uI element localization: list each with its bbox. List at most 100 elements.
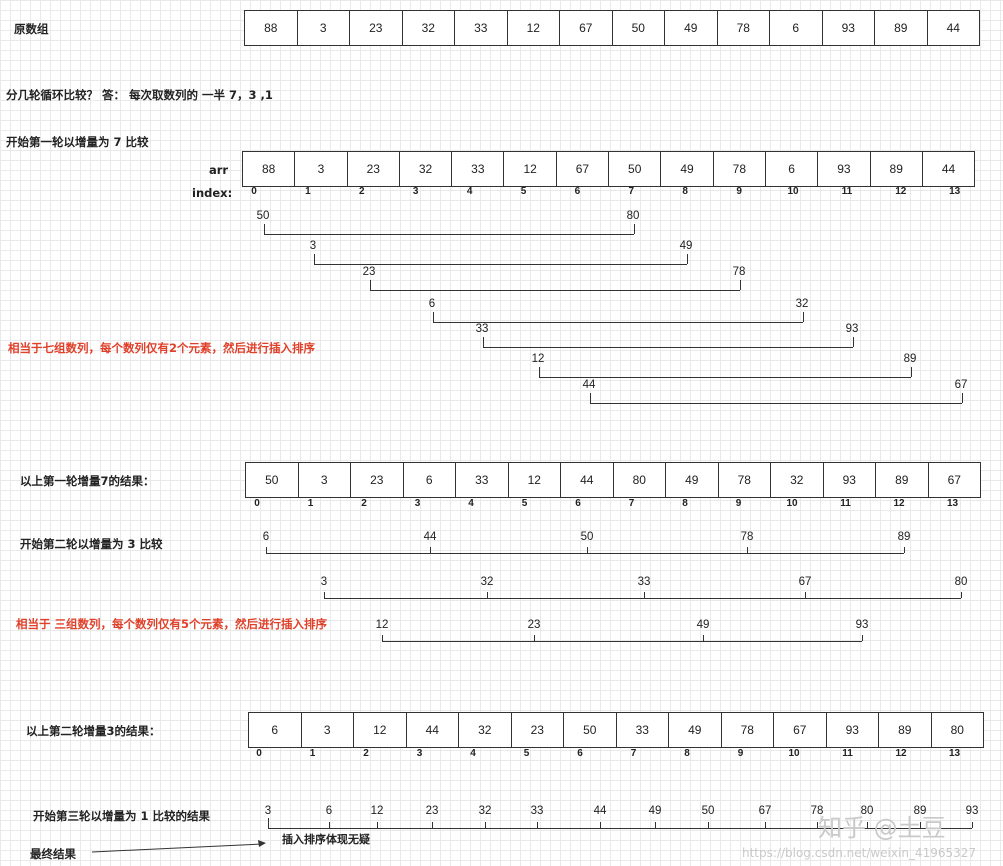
round1-start-label: 开始第一轮以增量为 7 比较 <box>6 135 149 149</box>
value-label: 78 <box>740 531 754 543</box>
array-cell: 3 <box>296 10 350 46</box>
value-label: 50 <box>701 805 715 817</box>
final-tick <box>867 822 868 828</box>
array-cell: 32 <box>398 151 453 187</box>
array-cell: 88 <box>244 10 298 46</box>
pair-tick <box>483 337 484 347</box>
zhihu-watermark: 知乎 @土豆 <box>818 814 946 842</box>
round2-result-label: 以上第二轮增量3的结果： <box>26 724 161 738</box>
value-label: 50 <box>256 210 270 222</box>
index-label: 12 <box>893 498 905 509</box>
array-cell: 78 <box>712 151 766 187</box>
index-label: 7 <box>628 186 635 197</box>
pair-tick <box>911 367 912 377</box>
final-tick <box>485 822 486 828</box>
array-cell: 33 <box>454 10 508 46</box>
index-label: 5 <box>520 186 527 197</box>
final-tick <box>708 822 709 828</box>
pair-line <box>590 403 962 404</box>
pair-tick <box>740 280 741 290</box>
value-label: 67 <box>954 379 968 391</box>
index-label: 10 <box>787 186 799 197</box>
index-label: index: <box>192 186 233 200</box>
pair-tick <box>634 224 635 234</box>
array-cell: 49 <box>665 462 719 498</box>
array-cell: 49 <box>664 10 718 46</box>
array-cell: 50 <box>245 462 299 498</box>
group-tick <box>747 547 748 553</box>
original-array: 88 3 23 32 33 12 67 50 49 78 6 93 89 44 <box>244 10 980 46</box>
array-cell: 50 <box>611 10 665 46</box>
round3-start-label: 开始第三轮以增量为 1 比较的结果 <box>33 809 211 823</box>
array-cell: 49 <box>660 151 714 187</box>
final-tick <box>920 822 921 828</box>
index-label: 0 <box>254 498 260 509</box>
value-label: 23 <box>425 805 439 817</box>
array-cell: 12 <box>503 151 557 187</box>
csdn-watermark: https://blog.csdn.net/weixin_41965327 <box>742 846 977 860</box>
index-label: 8 <box>682 186 688 197</box>
value-label: 49 <box>648 805 662 817</box>
array-cell: 23 <box>350 462 404 498</box>
value-label: 80 <box>954 576 968 588</box>
array-cell: 6 <box>248 712 302 748</box>
value-label: 12 <box>375 619 389 631</box>
final-tick <box>268 822 269 828</box>
pair-line <box>314 264 687 265</box>
pair-tick <box>962 393 963 403</box>
value-label: 93 <box>845 323 859 335</box>
pair-tick <box>803 312 804 322</box>
index-label: 13 <box>946 498 959 509</box>
index-label: 9 <box>737 748 744 759</box>
index-label: 1 <box>307 498 314 509</box>
value-label: 93 <box>855 619 869 631</box>
value-label: 49 <box>696 619 710 631</box>
value-label: 23 <box>527 619 541 631</box>
array-cell: 12 <box>506 10 560 46</box>
array-cell: 49 <box>668 712 722 748</box>
value-label: 12 <box>531 353 545 365</box>
question-label: 分几轮循环比较？ 答： 每次取数列的 一半 7，3 ,1 <box>6 88 273 102</box>
index-label: 11 <box>841 186 853 197</box>
index-label: 6 <box>575 498 581 509</box>
array-cell: 80 <box>930 712 984 748</box>
round2-note: 相当于 三组数列，每个数列仅有5个元素，然后进行插入排序 <box>16 617 328 631</box>
array-cell: 78 <box>717 462 771 498</box>
index-label: 0 <box>256 748 262 759</box>
group-tick <box>266 547 267 553</box>
array-cell: 33 <box>615 712 669 748</box>
array-cell: 12 <box>353 712 407 748</box>
value-label: 67 <box>798 576 812 588</box>
group-tick <box>487 592 488 598</box>
array-cell: 93 <box>825 712 879 748</box>
value-label: 67 <box>758 805 772 817</box>
group-tick <box>703 635 704 641</box>
round1-array: 88 3 23 32 33 12 67 50 49 78 6 93 89 44 <box>242 151 976 187</box>
value-label: 80 <box>626 210 640 222</box>
group-line <box>324 598 961 599</box>
group-tick <box>324 592 325 598</box>
pair-tick <box>590 393 591 403</box>
array-cell: 93 <box>817 151 871 187</box>
value-label: 33 <box>530 805 544 817</box>
array-cell: 44 <box>560 462 614 498</box>
index-label: 1 <box>309 748 316 759</box>
group-tick <box>805 592 806 598</box>
final-tick <box>537 822 538 828</box>
final-tick <box>329 822 330 828</box>
index-label: 4 <box>466 186 473 197</box>
final-tick <box>432 822 433 828</box>
index-label: 2 <box>359 186 365 197</box>
array-cell: 89 <box>878 712 932 748</box>
after-round1-array: 50 3 23 6 33 12 44 80 49 78 32 93 89 67 <box>245 462 981 498</box>
array-cell: 93 <box>822 462 876 498</box>
group-tick <box>382 635 383 641</box>
value-label: 80 <box>860 805 874 817</box>
final-result-label: 最终结果 <box>30 847 76 861</box>
array-cell: 32 <box>770 462 824 498</box>
array-cell: 89 <box>874 10 928 46</box>
index-label: 7 <box>628 498 635 509</box>
round2-start-label: 开始第二轮以增量为 3 比较 <box>20 537 163 551</box>
array-cell: 78 <box>720 712 774 748</box>
index-label: 3 <box>412 186 419 197</box>
